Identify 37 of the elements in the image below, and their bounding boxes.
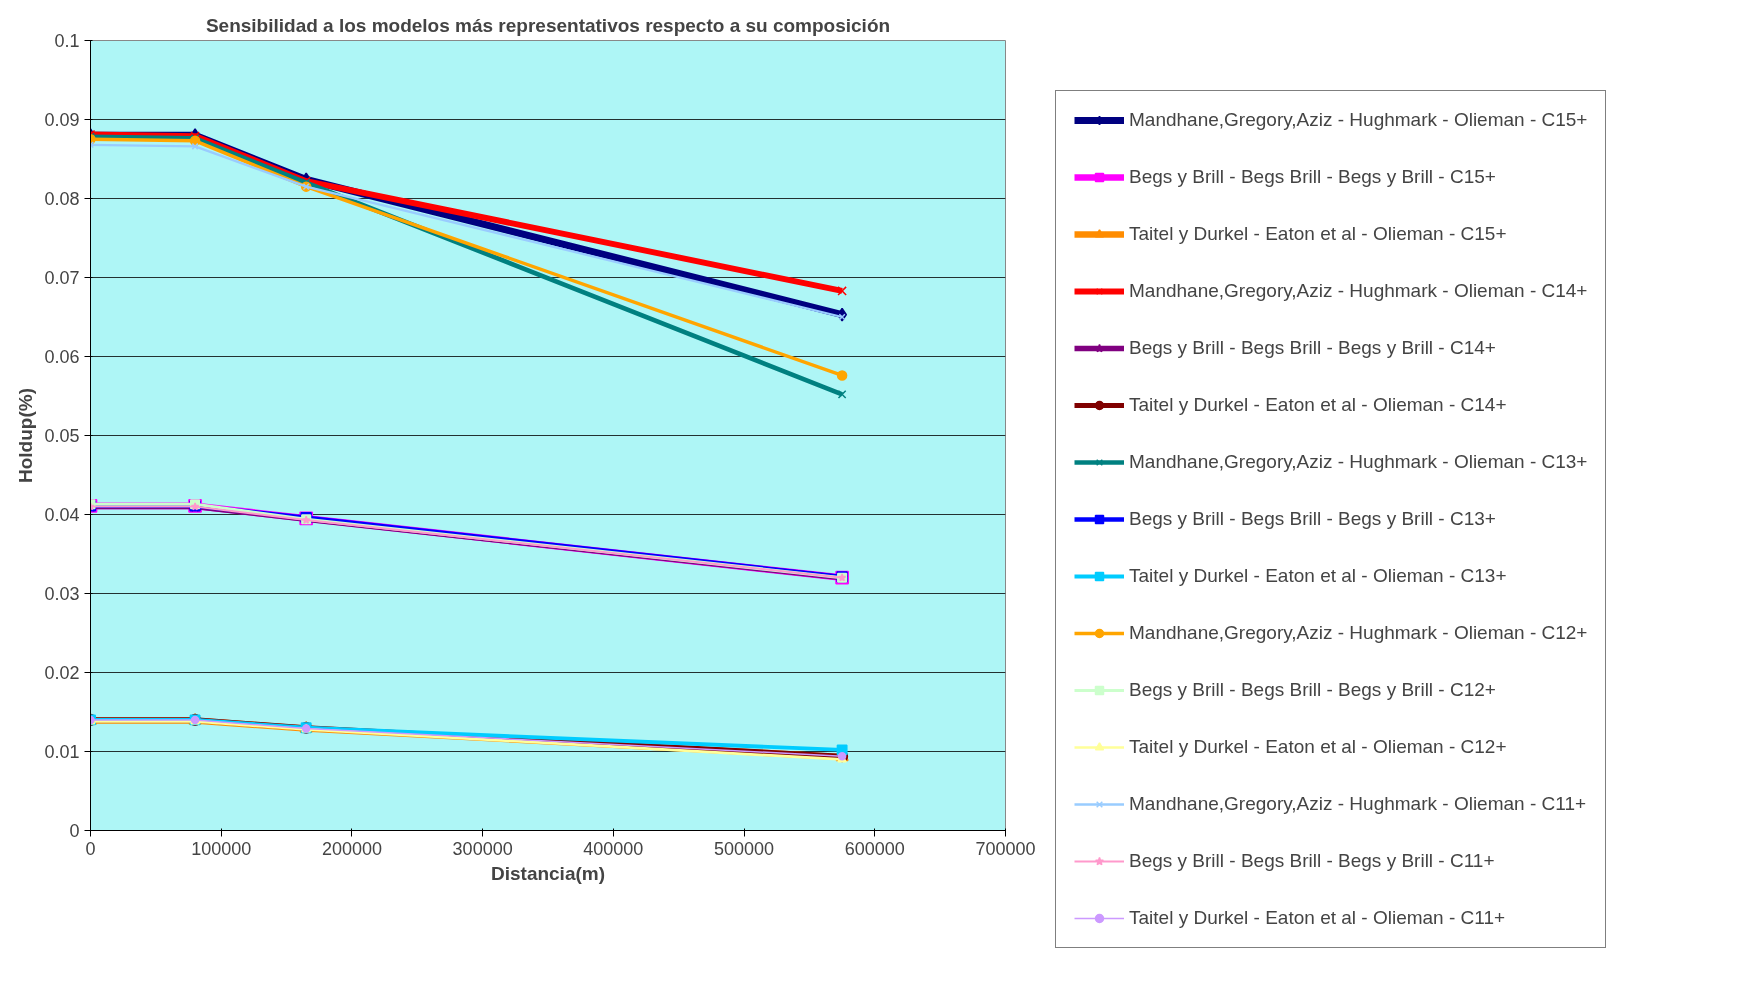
legend-label: Taitel y Durkel - Eaton et al - Olieman - C11+ (1129, 907, 1506, 929)
x-axis-title: Distancia(m) (490, 862, 606, 884)
y-tick-label: 0.09 (44, 110, 80, 130)
y-tick-label: 0.08 (44, 189, 80, 209)
y-tick-label: 0.04 (44, 505, 80, 525)
x-tick-label: 600000 (844, 838, 905, 859)
legend-label: Mandhane,Gregory,Aziz - Hughmark - Olieman - C13+ (1129, 451, 1588, 473)
x-tick-label: 300000 (452, 838, 513, 859)
legend-label: Mandhane,Gregory,Aziz - Hughmark - Olieman - C12+ (1129, 622, 1588, 644)
legend-label: Mandhane,Gregory,Aziz - Hughmark - Olieman - C14+ (1129, 280, 1588, 302)
y-tick-label: 0.06 (44, 347, 80, 367)
y-tick-label: 0.07 (44, 268, 80, 288)
x-tick-label: 0 (85, 838, 96, 859)
y-tick-label: 0.01 (44, 742, 80, 762)
legend-label: Begs y Brill - Begs Brill - Begs y Brill - C15+ (1129, 166, 1496, 188)
x-tick-label: 400000 (583, 838, 644, 859)
legend-label: Taitel y Durkel - Eaton et al - Olieman - C13+ (1129, 565, 1507, 587)
x-tick-label: 200000 (321, 838, 382, 859)
x-tick-label: 100000 (191, 838, 252, 859)
legend-label: Mandhane,Gregory,Aziz - Hughmark - Olieman - C11+ (1129, 793, 1587, 815)
legend-label: Mandhane,Gregory,Aziz - Hughmark - Olieman - C15+ (1129, 109, 1588, 131)
y-tick-label: 0.05 (44, 426, 80, 446)
y-tick-label: 0.1 (54, 31, 80, 51)
legend-label: Begs y Brill - Begs Brill - Begs y Brill - C14+ (1129, 337, 1496, 359)
legend-label: Taitel y Durkel - Eaton et al - Olieman - C12+ (1129, 736, 1507, 758)
legend-label: Begs y Brill - Begs Brill - Begs y Brill - C13+ (1129, 508, 1496, 530)
legend-label: Begs y Brill - Begs Brill - Begs y Brill - C12+ (1129, 679, 1496, 701)
x-tick-label: 700000 (975, 838, 1036, 859)
y-tick-label: 0.02 (44, 663, 80, 683)
y-axis-title: Holdup(%) (15, 388, 37, 483)
chart-title: Sensibilidad a los modelos más representativos respecto a su composición (205, 14, 891, 36)
y-tick-label: 0.03 (44, 584, 80, 604)
y-tick-label: 0 (69, 821, 80, 841)
x-tick-label: 500000 (714, 838, 775, 859)
legend-label: Taitel y Durkel - Eaton et al - Olieman - C14+ (1129, 394, 1507, 416)
legend-label: Begs y Brill - Begs Brill - Begs y Brill - C11+ (1129, 850, 1495, 872)
legend-label: Taitel y Durkel - Eaton et al - Olieman - C15+ (1129, 223, 1507, 245)
